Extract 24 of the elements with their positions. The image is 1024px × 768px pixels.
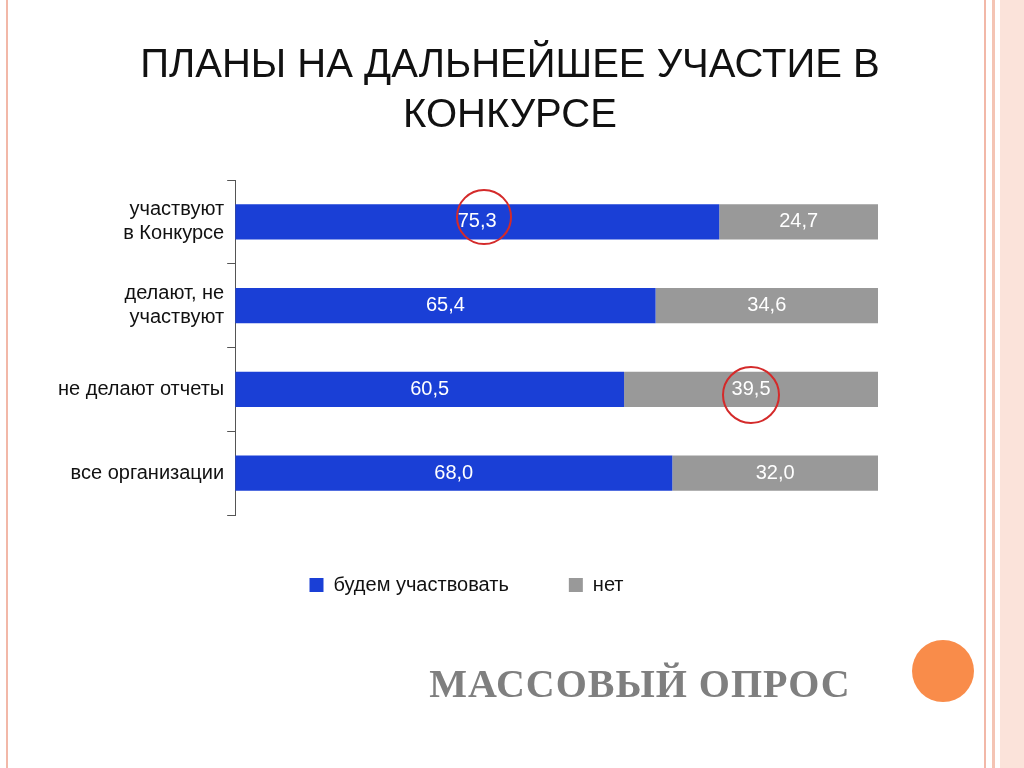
- y-tick-label: делают, не участвуют: [124, 281, 225, 328]
- bar: [719, 204, 878, 240]
- bar: [235, 288, 656, 324]
- y-tick-label: участвуют в Конкурсе: [123, 197, 225, 244]
- bar: [235, 371, 625, 407]
- y-tick-label: все организации: [70, 460, 225, 483]
- bar: [235, 455, 673, 491]
- data-label: 65,4: [425, 293, 465, 316]
- bar: [655, 288, 878, 324]
- y-tick-label: не делают отчеты: [57, 376, 225, 399]
- data-label: 60,5: [410, 376, 450, 399]
- legend-label: нет: [592, 572, 624, 595]
- bar: [672, 455, 878, 491]
- data-label: 68,0: [434, 460, 474, 483]
- legend-label: будем участвовать: [333, 572, 509, 595]
- bar: [235, 204, 720, 240]
- data-label: 32,0: [755, 460, 795, 483]
- data-label: 34,6: [747, 293, 787, 316]
- data-label: 75,3: [457, 209, 497, 232]
- chart-title: ПЛАНЫ НА ДАЛЬНЕЙШЕЕ УЧАСТИЕ В КОНКУРСЕ: [139, 39, 881, 137]
- bar: [624, 371, 878, 407]
- data-label: 24,7: [779, 209, 819, 232]
- text: МАССОВЫЙ ОПРОС: [428, 660, 852, 707]
- data-label: 39,5: [731, 376, 771, 399]
